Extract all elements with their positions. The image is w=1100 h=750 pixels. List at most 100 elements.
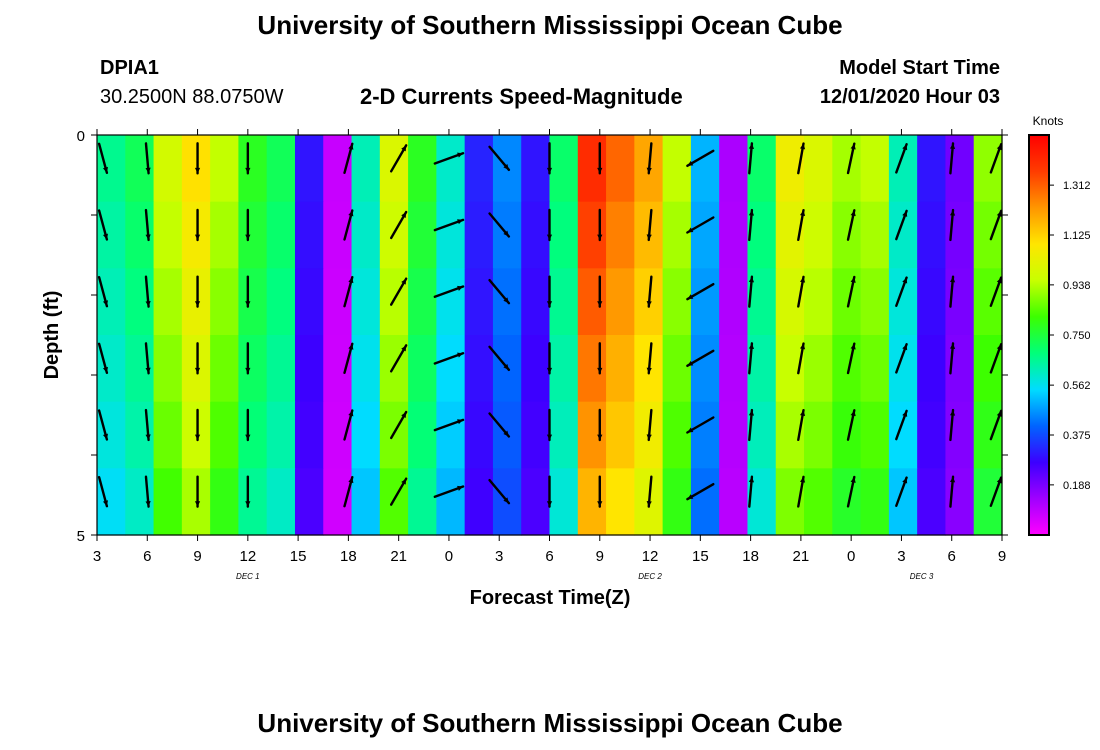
- heatmap-cell: [690, 268, 720, 336]
- current-vector-arrow: [597, 408, 603, 442]
- heatmap-cell: [521, 401, 551, 469]
- current-vector-arrow: [194, 275, 201, 308]
- heatmap-cell: [153, 401, 183, 469]
- current-vector-arrow: [797, 209, 806, 241]
- current-vector-arrow: [949, 208, 956, 242]
- heatmap-cell: [379, 335, 409, 403]
- heatmap-cell: [719, 135, 749, 203]
- current-vector-arrow: [895, 143, 908, 174]
- heatmap-cell: [860, 401, 890, 469]
- heatmap-cell: [238, 335, 268, 403]
- heatmap-cell: [917, 401, 947, 469]
- current-vector-arrow: [989, 343, 1003, 374]
- heatmap-cell: [888, 135, 918, 203]
- heatmap-cell: [549, 468, 579, 536]
- current-vector-arrow: [194, 342, 201, 375]
- heatmap-cell: [153, 135, 183, 203]
- current-vector-arrow: [748, 208, 755, 242]
- heatmap-cell: [238, 201, 268, 269]
- current-vector-arrow: [488, 412, 511, 438]
- heatmap-cell: [408, 335, 437, 403]
- heatmap-cell: [662, 468, 692, 536]
- heatmap-cell: [973, 335, 1003, 403]
- heatmap-cell: [210, 201, 240, 269]
- x-tick-label: 15: [692, 548, 709, 565]
- heatmap-cell: [804, 135, 833, 203]
- current-vector-arrow: [895, 476, 908, 507]
- heatmap-cell: [294, 135, 324, 203]
- current-vector-arrow: [846, 342, 856, 375]
- heatmap-cell: [210, 335, 240, 403]
- day-label: DEC 3: [910, 572, 934, 581]
- current-vector-arrow: [748, 342, 755, 375]
- heatmap-cell: [210, 401, 240, 469]
- current-vector-arrow: [797, 409, 806, 441]
- current-vector-arrow: [686, 416, 715, 434]
- heatmap-cell: [323, 468, 353, 536]
- heatmap-cell: [238, 468, 268, 536]
- heatmap-cell: [549, 201, 579, 269]
- heatmap-cell: [351, 268, 381, 336]
- heatmap-cell: [917, 335, 947, 403]
- heatmap-cell: [379, 401, 409, 469]
- current-vector-arrow: [597, 342, 603, 375]
- heatmap-cell: [238, 401, 268, 469]
- heatmap-cell: [153, 335, 183, 403]
- heatmap-cell: [464, 468, 494, 536]
- heatmap-cell: [464, 268, 494, 336]
- heatmap-cell: [408, 401, 437, 469]
- heatmap-cell: [436, 201, 466, 269]
- heatmap-cell: [549, 135, 579, 203]
- current-vector-arrow: [97, 409, 109, 441]
- heatmap-cell: [408, 268, 437, 336]
- current-vector-arrow: [686, 482, 715, 501]
- current-vector-arrow: [488, 278, 511, 305]
- heatmap-cell: [719, 201, 749, 269]
- x-axis-label: Forecast Time(Z): [470, 587, 631, 609]
- colorbar-unit-label: Knots: [1033, 114, 1064, 128]
- current-vector-arrow: [546, 142, 553, 175]
- colorbar-tick-label: 1.312: [1063, 180, 1091, 192]
- current-vector-arrow: [686, 149, 715, 168]
- heatmap-cell: [577, 468, 607, 536]
- heatmap-cell: [549, 335, 579, 403]
- current-vector-arrow: [97, 342, 109, 375]
- current-vector-arrow: [144, 208, 151, 242]
- y-tick-label: 0: [77, 128, 85, 145]
- heatmap-cell: [804, 335, 833, 403]
- heatmap-cell: [973, 201, 1003, 269]
- heatmap-cell: [662, 401, 692, 469]
- heatmap-cell: [436, 401, 466, 469]
- heatmap-cell: [521, 201, 551, 269]
- current-vector-arrow: [546, 275, 553, 308]
- current-vector-arrow: [194, 142, 201, 175]
- heatmap-cell: [323, 135, 353, 203]
- heatmap-cell: [266, 401, 296, 469]
- x-tick-label: 21: [390, 548, 407, 565]
- current-vector-arrow: [245, 342, 251, 375]
- heatmap-cell: [436, 135, 466, 203]
- current-vector-arrow: [194, 208, 201, 242]
- x-tick-label: 9: [998, 548, 1006, 565]
- current-vector-arrow: [686, 216, 715, 234]
- heatmap-cell: [436, 335, 466, 403]
- colorbar-tick-label: 0.188: [1063, 480, 1091, 492]
- heatmap-cell: [606, 335, 635, 403]
- heatmap-cell: [775, 401, 805, 469]
- current-vector-arrow: [797, 342, 806, 375]
- footer-title: University of Southern Mississippi Ocean…: [257, 708, 843, 738]
- heatmap-cell: [606, 401, 635, 469]
- current-vector-arrow: [343, 209, 354, 241]
- current-vector-arrow: [895, 209, 908, 241]
- current-vector-arrow: [433, 285, 465, 298]
- current-vector-arrow: [343, 409, 354, 441]
- current-vector-arrow: [846, 409, 856, 441]
- heatmap-cell: [577, 335, 607, 403]
- heatmap-cell: [973, 135, 1003, 203]
- heatmap-cell: [606, 135, 635, 203]
- current-vector-arrow: [895, 276, 908, 307]
- heatmap-cell: [832, 201, 862, 269]
- heatmap-cell: [690, 135, 720, 203]
- current-vector-arrow: [748, 475, 755, 508]
- heatmap-cell: [379, 201, 409, 269]
